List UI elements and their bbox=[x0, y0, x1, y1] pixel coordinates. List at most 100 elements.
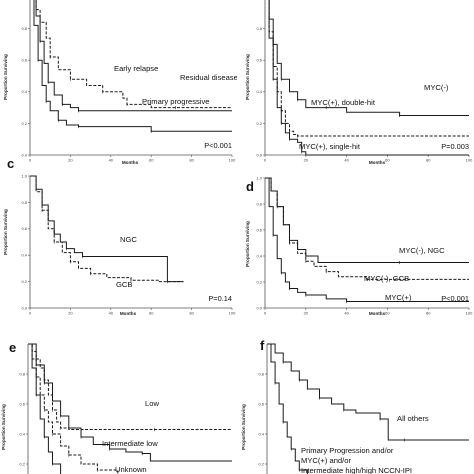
x-tick-label: 0 bbox=[264, 311, 267, 316]
y-tick-label: 0.8 bbox=[256, 201, 262, 206]
y-axis-label: Proportion Surviving bbox=[245, 221, 250, 267]
x-tick-label: 100 bbox=[229, 311, 236, 316]
km-plot-coo: 0.00.20.40.60.81.00 20 40 60 80 100 c Months … bbox=[3, 156, 236, 316]
p-value: P<0.001 bbox=[441, 294, 469, 303]
x-tick-label: 60 bbox=[385, 311, 390, 316]
y-tick-label: 0.4 bbox=[256, 253, 262, 258]
x-tick-label: 40 bbox=[109, 158, 114, 163]
annotation-myc-neg-ngc: MYC(-), NGC bbox=[399, 246, 445, 255]
y-tick-label: 0.0 bbox=[256, 305, 262, 310]
y-tick-label: 0.0 bbox=[256, 152, 262, 157]
x-axis-label: Months bbox=[120, 311, 137, 316]
panel-letter-c: c bbox=[7, 156, 14, 171]
panel-letter-f: f bbox=[260, 338, 265, 353]
x-tick-label: 20 bbox=[304, 311, 309, 316]
x-tick-label: 0 bbox=[29, 158, 32, 163]
km-panel-myc-coo: 0.0 0.2 0.4 0.6 0.8 1.0 0 20 40 60 80 100 d Months … bbox=[237, 152, 474, 322]
annotation-high-risk-2: MYC(+) and/or bbox=[301, 456, 351, 465]
annotation-ngc: NGC bbox=[120, 235, 137, 244]
x-tick-label: 80 bbox=[189, 158, 194, 163]
annotation-all-others: All others bbox=[397, 414, 429, 423]
km-plot-myc-coo: 0.00.20.40.60.81.00 20 40 60 80 100 d Months … bbox=[245, 175, 473, 316]
x-tick-label: 20 bbox=[68, 311, 73, 316]
km-panel-risk: 0.8 0.6 0.4 0.2 f Proportion Surviving All … bbox=[237, 322, 474, 474]
y-tick-label: 0.2 bbox=[21, 121, 27, 126]
survival-curve bbox=[267, 343, 308, 474]
y-axis-label: Proportion Surviving bbox=[3, 209, 8, 255]
x-tick-label: 100 bbox=[466, 311, 473, 316]
y-tick-label: 0.8 bbox=[256, 26, 262, 31]
survival-curve bbox=[28, 343, 119, 474]
annotation-myc-pos: MYC(+) bbox=[385, 293, 412, 302]
panel-letter-e: e bbox=[9, 340, 16, 355]
x-axis-label: Months bbox=[122, 160, 139, 165]
annotation-primary-progressive: Primary progressive bbox=[142, 97, 210, 106]
y-tick-label: 0.6 bbox=[21, 58, 27, 63]
annotation-unknown: Unknown bbox=[115, 465, 147, 474]
y-tick-label: 0.2 bbox=[256, 121, 262, 126]
annotation-myc-single-hit: MYC(+), single-hit bbox=[299, 142, 361, 151]
survival-curve bbox=[35, 0, 232, 112]
y-tick-label: 0.2 bbox=[256, 279, 262, 284]
x-tick-label: 60 bbox=[149, 311, 154, 316]
km-panel-nccn: 0.8 0.6 0.4 0.2 e Proportion Surviving Low … bbox=[0, 322, 237, 474]
annotation-high-risk-1: Primary Progression and/or bbox=[301, 446, 394, 455]
annotation-gcb: GCB bbox=[116, 280, 132, 289]
y-tick-label: 1.0 bbox=[21, 173, 27, 178]
x-tick-label: 80 bbox=[189, 311, 194, 316]
y-tick-label: 0.2 bbox=[258, 461, 264, 466]
y-tick-label: 0.4 bbox=[258, 431, 264, 436]
annotation-high-risk-3: Intermediate high/high NCCN-IPI bbox=[301, 466, 412, 474]
y-tick-label: 1.0 bbox=[256, 175, 262, 180]
survival-curve bbox=[28, 343, 232, 430]
annotation-low: Low bbox=[145, 399, 159, 408]
annotation-myc-double-hit: MYC(+), double-hit bbox=[311, 98, 376, 107]
y-tick-label: 0.8 bbox=[19, 371, 25, 376]
km-plot-risk: 0.8 0.6 0.4 0.2 f Proportion Surviving All … bbox=[241, 338, 469, 474]
x-tick-label: 40 bbox=[344, 311, 349, 316]
x-axis-label: Months bbox=[369, 160, 386, 165]
x-tick-label: 20 bbox=[304, 158, 309, 163]
x-tick-label: 60 bbox=[385, 158, 390, 163]
survival-curve bbox=[265, 177, 469, 280]
p-value: P=0.14 bbox=[208, 294, 232, 303]
annotation-myc-negative: MYC(-) bbox=[424, 83, 449, 92]
x-tick-label: 100 bbox=[466, 158, 473, 163]
y-tick-label: 0.6 bbox=[19, 401, 25, 406]
y-tick-label: 0.8 bbox=[258, 371, 264, 376]
y-tick-label: 0.6 bbox=[256, 227, 262, 232]
y-tick-label: 0.0 bbox=[21, 305, 27, 310]
y-tick-label: 0.4 bbox=[21, 89, 27, 94]
survival-curve bbox=[268, 0, 469, 137]
y-tick-label: 0.4 bbox=[19, 431, 25, 436]
annotation-myc-neg-gcb: MYC(-), GCB bbox=[364, 274, 409, 283]
y-tick-label: 0.0 bbox=[21, 152, 27, 157]
y-tick-label: 0.2 bbox=[21, 279, 27, 284]
x-tick-label: 20 bbox=[68, 158, 73, 163]
y-axis-label: Proportion Surviving bbox=[241, 404, 246, 450]
y-tick-label: 0.6 bbox=[21, 226, 27, 231]
annotation-intermediate-low: Intermediate low bbox=[102, 439, 158, 448]
survival-curve bbox=[33, 0, 232, 132]
y-tick-label: 0.6 bbox=[258, 401, 264, 406]
y-tick-label: 0.8 bbox=[21, 26, 27, 31]
x-tick-label: 80 bbox=[426, 158, 431, 163]
annotation-early-relapse: Early relapse bbox=[114, 64, 158, 73]
survival-curve bbox=[267, 343, 469, 441]
y-axis-label: Proportion Surviving bbox=[245, 54, 250, 100]
survival-curve bbox=[35, 0, 232, 109]
km-plot-nccn: 0.80.60.40.2 e Proportion Surviving Low … bbox=[1, 340, 232, 474]
panel-letter-d: d bbox=[246, 179, 254, 194]
survival-curve bbox=[268, 0, 469, 116]
x-tick-label: 0 bbox=[29, 311, 32, 316]
survival-curve bbox=[268, 0, 469, 156]
survival-curve bbox=[28, 343, 70, 474]
p-value: P=0.003 bbox=[441, 142, 469, 151]
km-panel-coo: 0.0 0.2 0.4 0.6 0.8 1.0 0 20 40 60 80 100 c Months … bbox=[0, 152, 237, 322]
y-axis-label: Proportion Surviving bbox=[3, 54, 8, 100]
survival-curve bbox=[30, 175, 184, 283]
